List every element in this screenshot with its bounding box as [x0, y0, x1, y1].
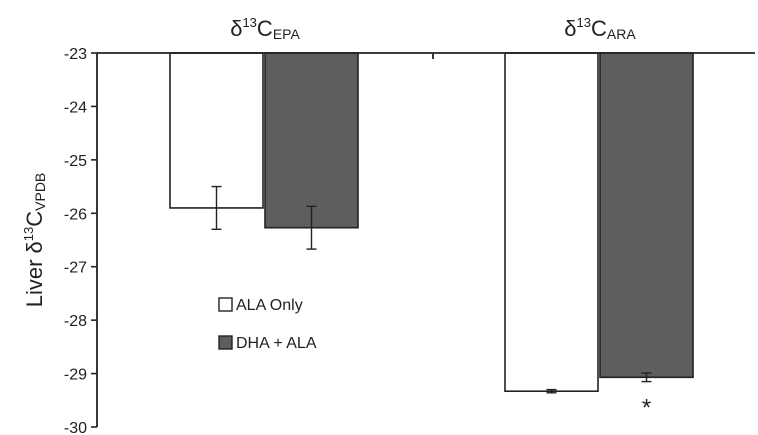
legend-label: DHA + ALA	[236, 335, 317, 352]
bar-ala-only-0	[169, 52, 264, 209]
y-tick-label: -27	[64, 260, 87, 277]
bar-dha-ala-0	[264, 52, 359, 229]
y-axis-label: Liver δ13CVPDB	[21, 173, 48, 308]
category-title-ara: δ13CARA	[564, 15, 636, 42]
bar-dha-ala-1	[599, 52, 694, 379]
y-tick-label: -25	[64, 153, 87, 170]
y-tick-label: -30	[64, 420, 87, 435]
y-tick-label: -23	[64, 46, 87, 63]
legend: ALA Only DHA + ALA	[218, 297, 317, 352]
bar-ala-only-1	[504, 52, 599, 393]
legend-swatch	[218, 297, 233, 312]
category-title-epa: δ13CEPA	[230, 15, 300, 42]
group-titles-layer: δ13CEPA δ13CARA	[230, 15, 636, 42]
significance-marker: *	[642, 395, 651, 422]
axes-layer: -23 -24 -25 -26 -27 -28 -29 -30	[64, 46, 755, 435]
y-tick-label: -26	[64, 206, 87, 223]
error-bar	[641, 372, 652, 383]
y-tick-label: -28	[64, 313, 87, 330]
y-tick-label: -24	[64, 99, 87, 116]
error-bars-layer	[211, 185, 652, 394]
legend-item-ala-only: ALA Only	[218, 297, 303, 314]
error-bar	[211, 185, 222, 231]
error-bar	[546, 388, 557, 394]
legend-label: ALA Only	[236, 297, 303, 314]
legend-swatch	[218, 335, 233, 350]
y-tick-label: -29	[64, 367, 87, 384]
error-bar	[306, 205, 317, 250]
annotations-layer: *	[642, 395, 651, 422]
legend-item-dha-ala: DHA + ALA	[218, 335, 317, 352]
